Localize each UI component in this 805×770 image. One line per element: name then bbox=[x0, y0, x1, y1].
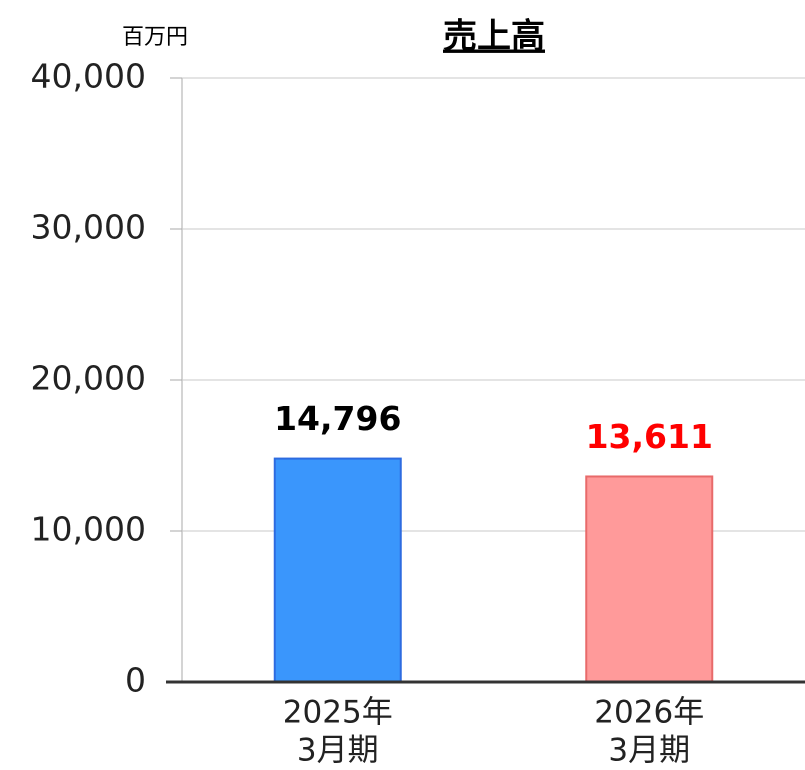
x-tick-label: 2026年 bbox=[594, 695, 704, 731]
y-tick-label: 40,000 bbox=[31, 57, 146, 96]
bar bbox=[273, 457, 402, 684]
bar bbox=[585, 475, 714, 683]
chart-title: 売上高 bbox=[443, 17, 545, 57]
y-tick-label: 10,000 bbox=[31, 510, 146, 549]
y-tick-label: 0 bbox=[125, 661, 146, 700]
x-tick-label: 3月期 bbox=[608, 733, 690, 769]
x-tick-label: 2025年 bbox=[283, 695, 393, 731]
y-tick-label: 20,000 bbox=[31, 359, 146, 398]
y-unit: 百万円 bbox=[122, 25, 188, 50]
x-tick-label: 3月期 bbox=[297, 733, 379, 769]
y-tick-label: 30,000 bbox=[31, 208, 146, 247]
value-label: 14,796 bbox=[274, 399, 401, 438]
value-label: 13,611 bbox=[586, 417, 713, 456]
